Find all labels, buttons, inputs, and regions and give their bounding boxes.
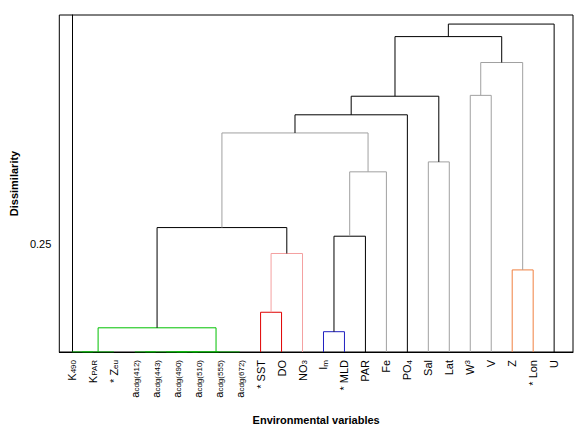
svg-text:a: a — [192, 391, 204, 398]
svg-text:4: 4 — [405, 359, 414, 364]
svg-text:Dissimilarity: Dissimilarity — [8, 150, 20, 216]
svg-text:0.25: 0.25 — [30, 238, 51, 250]
svg-text:eu: eu — [111, 360, 120, 369]
svg-text:cdg(412): cdg(412) — [132, 360, 141, 392]
svg-text:a: a — [171, 391, 183, 398]
svg-text:W: W — [464, 364, 476, 375]
svg-text:V: V — [485, 359, 497, 367]
svg-text:PAR: PAR — [359, 360, 371, 382]
svg-text:Fe: Fe — [380, 360, 392, 373]
svg-text:3: 3 — [300, 359, 309, 364]
svg-text:3: 3 — [463, 359, 472, 364]
svg-text:PAR: PAR — [90, 360, 99, 376]
svg-text:a: a — [213, 391, 225, 398]
svg-text:* Lon: * Lon — [527, 360, 539, 386]
svg-text:I: I — [317, 367, 329, 370]
svg-text:Z: Z — [506, 360, 518, 367]
svg-text:a: a — [234, 391, 246, 398]
svg-text:* MLD: * MLD — [338, 360, 350, 391]
svg-text:Environmental variables: Environmental variables — [253, 414, 380, 426]
svg-text:* SST: * SST — [255, 360, 267, 389]
svg-text:a: a — [129, 391, 141, 398]
svg-text:cdg(510): cdg(510) — [195, 360, 204, 392]
svg-text:Sal: Sal — [422, 360, 434, 376]
svg-text:PO: PO — [401, 364, 413, 380]
svg-text:490: 490 — [69, 359, 78, 373]
svg-text:K: K — [87, 375, 99, 383]
svg-text:DO: DO — [276, 360, 288, 377]
svg-text:K: K — [66, 373, 78, 381]
svg-text:U: U — [548, 360, 560, 368]
svg-text:m: m — [321, 360, 330, 367]
svg-text:cdg(672): cdg(672) — [237, 360, 246, 392]
svg-text:NO: NO — [297, 364, 309, 381]
svg-text:a: a — [150, 391, 162, 398]
svg-text:cdg(555): cdg(555) — [216, 360, 225, 392]
svg-text:* Z: * Z — [108, 369, 120, 383]
svg-text:cdg(490): cdg(490) — [174, 360, 183, 392]
svg-text:cdg(443): cdg(443) — [153, 360, 162, 392]
svg-text:Lat: Lat — [443, 360, 455, 375]
